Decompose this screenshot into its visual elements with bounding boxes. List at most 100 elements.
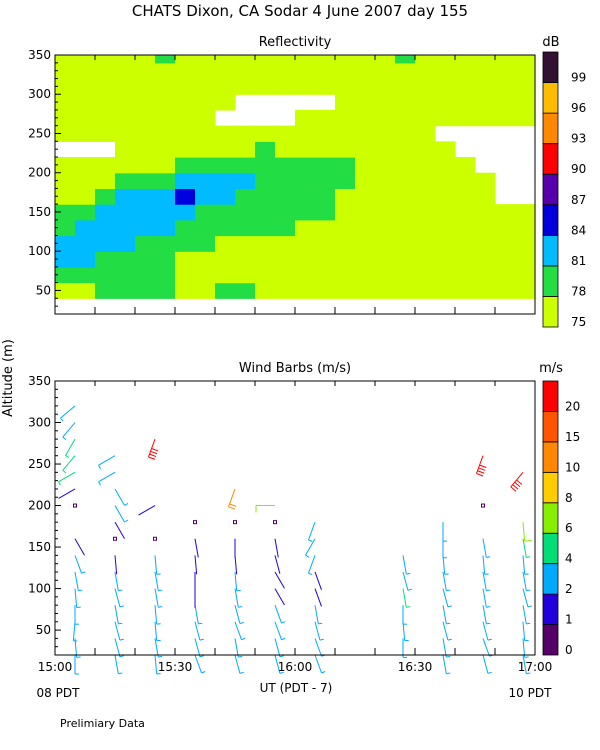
reflectivity-cell <box>275 235 296 252</box>
barb-staff <box>138 505 156 516</box>
reflectivity-cell <box>115 157 136 174</box>
reflectivity-cell <box>435 219 456 237</box>
reflectivity-cell <box>475 62 496 80</box>
reflectivity-cell <box>215 78 236 95</box>
reflectivity-cell <box>435 172 456 190</box>
reflectivity-cell <box>455 78 476 95</box>
reflectivity-cell <box>235 78 256 95</box>
barb-staff <box>402 588 407 608</box>
reflectivity-cell <box>215 125 236 142</box>
reflectivity-cell <box>475 219 496 237</box>
barb-feather <box>150 450 158 455</box>
colorbar-label: 4 <box>565 552 573 566</box>
reflectivity-title: Reflectivity <box>259 35 332 50</box>
reflectivity-cell <box>155 251 176 268</box>
reflectivity-cell <box>215 204 236 221</box>
reflectivity-cell <box>115 109 136 127</box>
wind-barb <box>274 605 286 624</box>
reflectivity-cell <box>335 188 356 205</box>
reflectivity-cell <box>175 94 196 111</box>
wind-barb <box>60 405 76 422</box>
y-tick-label: 350 <box>28 374 51 388</box>
colorbar-label: 1 <box>565 613 573 627</box>
reflectivity-cell <box>515 219 536 237</box>
reflectivity-cell <box>435 157 456 174</box>
reflectivity-cell <box>435 94 456 111</box>
reflectivity-cell <box>455 266 476 284</box>
barb-half-feather <box>78 589 83 592</box>
calm-marker <box>273 520 277 525</box>
reflectivity-y-axis: 50 100 150 200 250 300 350 <box>28 48 61 307</box>
barb-staff <box>482 605 487 624</box>
colorbar-label: 87 <box>571 193 586 207</box>
barb-staff <box>114 555 118 575</box>
reflectivity-cell <box>115 219 136 237</box>
reflectivity-cell <box>235 62 256 80</box>
reflectivity-cell <box>135 141 156 158</box>
wind-barb <box>114 571 123 592</box>
reflectivity-cell <box>115 282 136 299</box>
windbarbs-frame <box>54 380 536 656</box>
wind-barb <box>482 588 491 608</box>
barb-staff <box>308 521 316 541</box>
reflectivity-cell <box>315 282 336 299</box>
wind-barb <box>194 538 199 558</box>
barb-half-feather <box>407 588 412 591</box>
reflectivity-cell <box>135 235 156 252</box>
reflectivity-cell <box>455 109 476 127</box>
reflectivity-cell <box>395 157 416 174</box>
reflectivity-cell <box>515 266 536 284</box>
barb-half-feather <box>447 605 452 608</box>
reflectivity-cell <box>375 235 396 252</box>
colorbar-label: 15 <box>565 430 580 444</box>
wind-barb <box>98 471 116 486</box>
barb-staff <box>274 621 282 640</box>
reflectivity-cell <box>135 157 156 174</box>
barb-staff <box>114 638 121 657</box>
wind-barb <box>234 555 238 575</box>
reflectivity-cell <box>295 251 316 268</box>
x-tick-label: 16:00 <box>278 660 313 674</box>
reflectivity-cell <box>375 282 396 299</box>
reflectivity-cell <box>355 204 376 221</box>
barb-half-feather <box>446 589 451 592</box>
barb-staff <box>308 555 316 574</box>
wind-barb <box>482 555 489 575</box>
wind-barb <box>114 621 124 641</box>
wind-barb <box>482 638 494 657</box>
wind-barb <box>402 605 407 625</box>
reflectivity-cell <box>155 62 176 80</box>
reflectivity-cell <box>295 62 316 80</box>
reflectivity-cell <box>295 55 316 64</box>
barb-staff <box>234 605 241 624</box>
barb-half-feather <box>81 571 86 574</box>
barb-half-feather <box>118 672 123 675</box>
colorbar-label: 20 <box>565 399 580 413</box>
barb-staff <box>72 621 76 641</box>
barb-half-feather <box>238 606 243 608</box>
colorbar-label: 0 <box>565 643 573 657</box>
reflectivity-cell <box>255 251 276 268</box>
reflectivity-cell <box>95 78 116 95</box>
page-title: CHATS Dixon, CA Sodar 4 June 2007 day 15… <box>132 2 468 20</box>
reflectivity-cell <box>155 55 176 64</box>
reflectivity-cell <box>55 266 76 284</box>
colorbar-swatch <box>542 82 559 114</box>
reflectivity-cell <box>215 141 236 158</box>
reflectivity-cell <box>75 172 96 190</box>
reflectivity-cell <box>355 266 376 284</box>
wind-barb <box>72 621 78 642</box>
reflectivity-cell <box>355 235 376 252</box>
reflectivity-cell <box>415 172 436 190</box>
reflectivity-cell <box>95 125 116 142</box>
barb-staff <box>114 605 119 624</box>
barb-staff <box>98 471 116 483</box>
x-tick-label: 16:30 <box>398 660 433 674</box>
reflectivity-cell <box>75 157 96 174</box>
reflectivity-cell <box>55 172 76 190</box>
barb-half-feather <box>305 554 310 558</box>
reflectivity-cell <box>95 188 116 205</box>
reflectivity-cell <box>75 125 96 142</box>
barb-half-feather <box>308 572 313 576</box>
barb-half-feather <box>158 589 163 592</box>
